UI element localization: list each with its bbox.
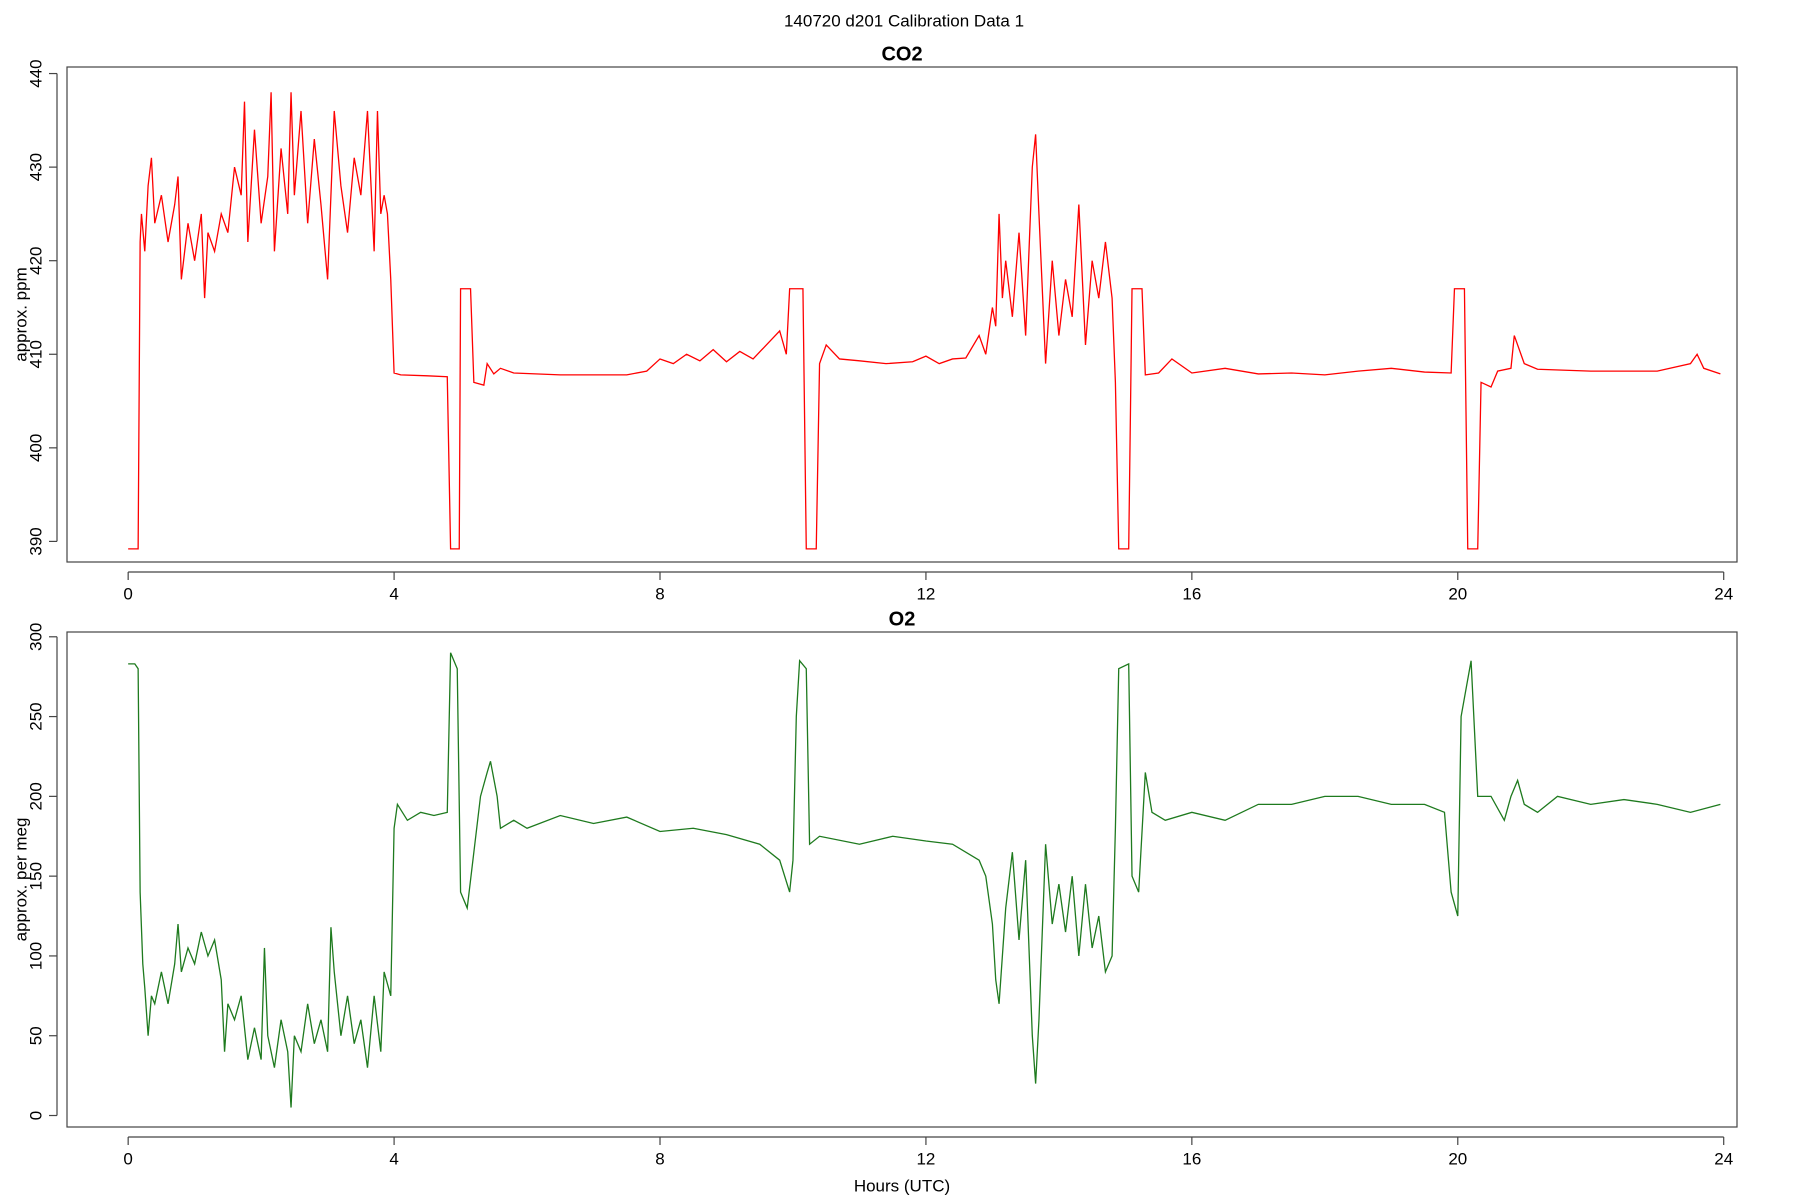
y-tick-label: 430 bbox=[26, 153, 45, 181]
x-tick-label: 4 bbox=[389, 584, 398, 603]
x-tick-label: 12 bbox=[916, 1149, 935, 1168]
plot-title: CO2 bbox=[881, 43, 922, 65]
x-tick-label: 8 bbox=[655, 1149, 664, 1168]
x-tick-label: 16 bbox=[1182, 584, 1201, 603]
y-tick-label: 100 bbox=[26, 942, 45, 970]
x-tick-label: 0 bbox=[123, 1149, 132, 1168]
x-tick-label: 16 bbox=[1182, 1149, 1201, 1168]
y-axis-label: approx. per meg bbox=[11, 818, 30, 942]
x-tick-label: 20 bbox=[1448, 584, 1467, 603]
y-tick-label: 150 bbox=[26, 862, 45, 890]
y-tick-label: 390 bbox=[26, 527, 45, 555]
x-axis-label: Hours (UTC) bbox=[854, 1176, 950, 1195]
x-tick-label: 4 bbox=[389, 1149, 398, 1168]
x-tick-label: 12 bbox=[916, 584, 935, 603]
x-tick-label: 0 bbox=[123, 584, 132, 603]
plot-frame bbox=[66, 631, 1738, 1128]
x-tick-label: 24 bbox=[1714, 1149, 1733, 1168]
y-tick-label: 200 bbox=[26, 782, 45, 810]
data-line bbox=[128, 652, 1721, 1108]
x-tick-label: 24 bbox=[1714, 584, 1733, 603]
y-tick-label: 400 bbox=[26, 434, 45, 462]
y-tick-label: 420 bbox=[26, 247, 45, 275]
x-tick-label: 8 bbox=[655, 584, 664, 603]
y-tick-label: 440 bbox=[26, 59, 45, 87]
y-tick-label: 300 bbox=[26, 623, 45, 651]
plot-title: O2 bbox=[889, 608, 916, 630]
figure-title: 140720 d201 Calibration Data 1 bbox=[784, 11, 1024, 30]
y-axis-label: approx. ppm bbox=[11, 267, 30, 362]
y-tick-label: 0 bbox=[26, 1111, 45, 1120]
plot-frame bbox=[66, 66, 1738, 563]
x-tick-label: 20 bbox=[1448, 1149, 1467, 1168]
y-tick-label: 250 bbox=[26, 702, 45, 730]
y-tick-label: 410 bbox=[26, 340, 45, 368]
y-tick-label: 50 bbox=[26, 1026, 45, 1045]
data-line bbox=[128, 92, 1721, 550]
